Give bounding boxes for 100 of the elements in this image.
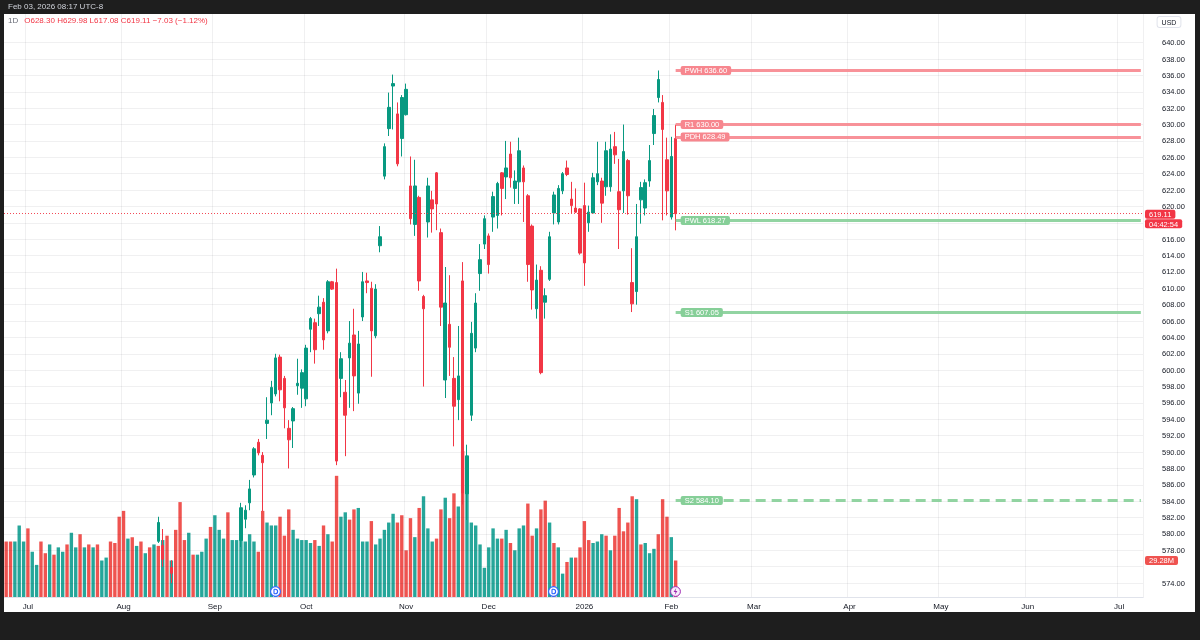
candlestick xyxy=(343,379,347,457)
candlestick xyxy=(309,316,312,353)
candlestick xyxy=(483,214,486,250)
bar xyxy=(326,534,330,597)
candlestick xyxy=(622,124,625,214)
bar xyxy=(26,528,30,597)
bar xyxy=(191,554,195,597)
bar xyxy=(365,541,369,597)
bar xyxy=(213,515,217,597)
bar xyxy=(517,528,521,597)
candlestick xyxy=(365,272,369,294)
bar xyxy=(4,541,8,597)
x-tick-label: May xyxy=(933,601,949,611)
candlestick xyxy=(370,281,373,378)
candlestick xyxy=(452,356,456,447)
bar xyxy=(291,529,295,597)
bar xyxy=(591,542,595,597)
candlestick xyxy=(265,396,269,440)
bar xyxy=(226,512,230,597)
bar xyxy=(652,548,656,597)
bar xyxy=(39,541,43,597)
bar xyxy=(617,507,621,597)
candlestick xyxy=(448,274,451,377)
candlestick xyxy=(361,271,364,322)
bar xyxy=(65,544,69,597)
bar xyxy=(604,535,608,597)
candlestick xyxy=(374,283,377,339)
x-tick-label: Nov xyxy=(399,601,414,611)
candlestick xyxy=(504,140,508,200)
bar xyxy=(204,538,208,597)
bar xyxy=(313,540,317,597)
bar xyxy=(317,545,321,597)
bar xyxy=(165,535,169,597)
bar xyxy=(139,541,143,597)
x-tick-label: Feb xyxy=(664,601,679,611)
bar xyxy=(239,540,243,597)
candlestick xyxy=(313,318,317,365)
candlestick xyxy=(413,159,417,237)
bar xyxy=(526,503,530,597)
bar xyxy=(126,538,130,597)
candlestick xyxy=(348,320,351,409)
bar xyxy=(100,560,104,597)
bar xyxy=(78,534,82,597)
candlestick xyxy=(509,141,512,189)
candlestick xyxy=(252,446,256,478)
candlestick xyxy=(670,136,673,221)
candlestick xyxy=(383,142,386,180)
candlestick xyxy=(543,287,547,320)
candlestick xyxy=(248,479,251,511)
bar xyxy=(504,529,508,597)
candlestick xyxy=(339,351,343,398)
candlestick xyxy=(378,225,382,253)
candlestick xyxy=(548,231,551,282)
candlestick xyxy=(635,203,638,306)
text: Feb 03, 2026 08:17 UTC-8 xyxy=(8,2,104,11)
bar xyxy=(452,493,456,597)
candlestick xyxy=(439,228,443,327)
x-tick-label: Mar xyxy=(747,601,762,611)
chart-title: 1D xyxy=(8,16,19,25)
x-tick-label: Jul xyxy=(22,601,34,611)
bar xyxy=(265,522,269,597)
bar xyxy=(491,528,495,597)
candlestick xyxy=(317,295,321,327)
candlestick xyxy=(517,137,521,205)
candlestick xyxy=(565,160,569,177)
bar xyxy=(352,509,356,597)
x-tick-label: Aug xyxy=(116,601,131,611)
candlestick xyxy=(657,70,660,103)
candlestick xyxy=(322,297,325,351)
x-tick-label: Dec xyxy=(481,601,496,611)
bar xyxy=(630,496,634,597)
x-tick-label: 2026 xyxy=(575,601,594,611)
candlestick xyxy=(652,108,656,146)
x-tick-label: Jun xyxy=(1021,601,1035,611)
candlestick xyxy=(613,131,617,165)
x-tick-label: Apr xyxy=(843,601,857,611)
x-tick-label: Oct xyxy=(299,601,314,611)
chart-subtitle: O628.30 H629.98 L617.08 C619.11 −7.03 (−1.12%) xyxy=(24,16,208,25)
candlestick xyxy=(639,181,643,225)
candlestick xyxy=(304,344,308,407)
candlestick xyxy=(535,264,538,320)
bar xyxy=(391,513,395,597)
candlestick xyxy=(443,266,447,399)
candlestick xyxy=(426,177,430,239)
bar xyxy=(304,540,308,597)
candlestick xyxy=(630,247,634,313)
candlestick xyxy=(287,419,291,469)
candlestick xyxy=(457,325,460,421)
bar xyxy=(439,509,443,597)
bar xyxy=(565,561,569,597)
bar xyxy=(339,516,343,597)
candlestick xyxy=(539,265,543,375)
bar xyxy=(91,547,95,597)
bar xyxy=(52,554,56,597)
candlestick xyxy=(487,232,490,275)
candlestick xyxy=(478,243,482,292)
bar xyxy=(104,557,108,597)
candlestick xyxy=(257,438,260,456)
candlestick xyxy=(326,279,330,334)
candlestick xyxy=(396,101,399,167)
